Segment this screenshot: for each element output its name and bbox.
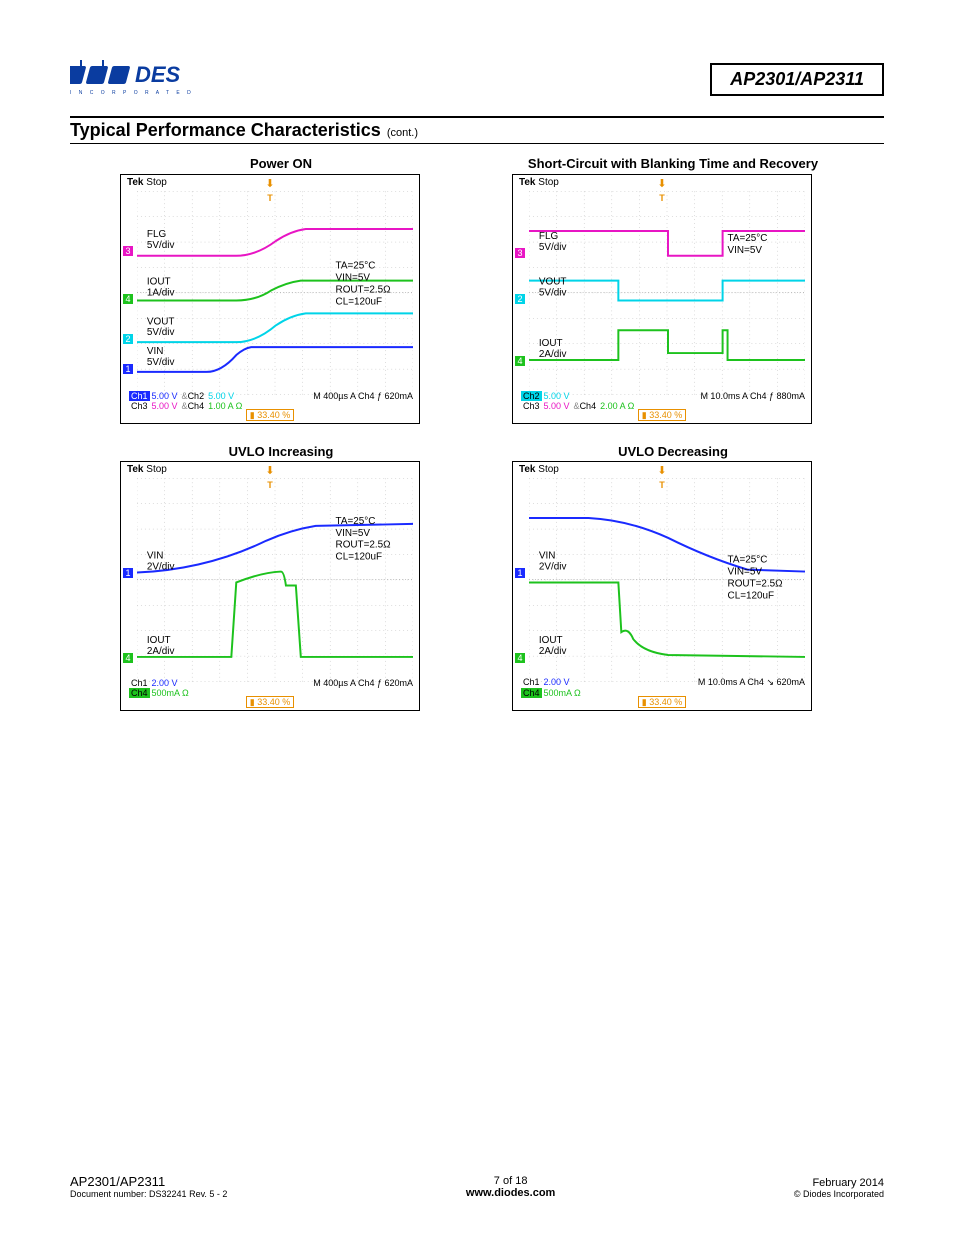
svg-text:IOUT: IOUT <box>147 276 171 287</box>
svg-text:VIN=5V: VIN=5V <box>728 567 763 578</box>
svg-text:TA=25°C: TA=25°C <box>336 260 376 271</box>
svg-text:ROUT=2.5Ω: ROUT=2.5Ω <box>728 579 783 590</box>
svg-text:5V/div: 5V/div <box>147 327 175 338</box>
svg-text:IOUT: IOUT <box>147 635 171 646</box>
svg-text:VIN=5V: VIN=5V <box>336 528 371 539</box>
tek-status: Tek Stop <box>519 177 559 188</box>
scope-readout: Ch2 5.00 V M 10.0ms A Ch4 ƒ 880mA <box>521 391 805 401</box>
scope-display: Tek Stop⬇T14VIN2V/divIOUT2A/divTA=25°CVI… <box>120 461 420 711</box>
svg-text:2V/div: 2V/div <box>147 562 175 573</box>
scope-chart: Power ONTek Stop⬇T3421FLG5V/divIOUT1A/di… <box>120 156 442 424</box>
tek-status: Tek Stop <box>127 464 167 475</box>
svg-text:VIN: VIN <box>147 551 164 562</box>
scope-chart: UVLO DecreasingTek Stop⬇T14VIN2V/divIOUT… <box>512 444 834 712</box>
svg-text:VIN=5V: VIN=5V <box>336 272 371 283</box>
chart-title: UVLO Decreasing <box>512 444 834 460</box>
svg-text:TA=25°C: TA=25°C <box>728 232 768 243</box>
section-header: Typical Performance Characteristics (con… <box>70 116 884 144</box>
svg-text:CL=120uF: CL=120uF <box>336 296 383 307</box>
svg-text:VIN: VIN <box>147 346 164 357</box>
footer-mid: 7 of 18 www.diodes.com <box>466 1175 555 1199</box>
page-header: DES I N C O R P O R A T E D AP2301/AP231… <box>70 60 884 98</box>
svg-text:2A/div: 2A/div <box>539 646 567 657</box>
tek-status: Tek Stop <box>519 464 559 475</box>
svg-text:VOUT: VOUT <box>539 276 567 287</box>
svg-text:5V/div: 5V/div <box>539 241 567 252</box>
svg-text:1A/div: 1A/div <box>147 287 175 298</box>
diodes-logo: DES I N C O R P O R A T E D <box>70 60 225 98</box>
svg-text:DES: DES <box>135 62 181 87</box>
scope-readout: Ch1 5.00 V &Ch2 5.00 V M 400µs A Ch4 ƒ 6… <box>129 391 413 401</box>
scope-readout: Ch1 2.00 V M 400µs A Ch4 ƒ 620mA <box>129 678 413 688</box>
svg-text:2A/div: 2A/div <box>539 349 567 360</box>
svg-text:CL=120uF: CL=120uF <box>728 591 775 602</box>
svg-text:2V/div: 2V/div <box>539 562 567 573</box>
svg-text:ROUT=2.5Ω: ROUT=2.5Ω <box>336 540 391 551</box>
section-cont: (cont.) <box>387 127 418 139</box>
page-footer: AP2301/AP2311 Document number: DS32241 R… <box>70 1174 884 1199</box>
part-number-box: AP2301/AP2311 <box>710 63 884 96</box>
svg-text:CL=120uF: CL=120uF <box>336 552 383 563</box>
svg-text:5V/div: 5V/div <box>147 239 175 250</box>
scope-chart: Short-Circuit with Blanking Time and Rec… <box>512 156 834 424</box>
svg-text:I N C O R P O R A T E D: I N C O R P O R A T E D <box>70 90 194 96</box>
svg-text:FLG: FLG <box>147 229 166 240</box>
footer-left: AP2301/AP2311 Document number: DS32241 R… <box>70 1174 227 1199</box>
svg-text:VIN: VIN <box>539 551 556 562</box>
scope-display: Tek Stop⬇T3421FLG5V/divIOUT1A/divVOUT5V/… <box>120 174 420 424</box>
svg-text:5V/div: 5V/div <box>539 287 567 298</box>
svg-text:IOUT: IOUT <box>539 635 563 646</box>
tek-status: Tek Stop <box>127 177 167 188</box>
svg-text:VOUT: VOUT <box>147 316 175 327</box>
svg-text:FLG: FLG <box>539 230 558 241</box>
scope-display: Tek Stop⬇T324FLG5V/divVOUT5V/divIOUT2A/d… <box>512 174 812 424</box>
chart-title: Power ON <box>120 156 442 172</box>
svg-text:TA=25°C: TA=25°C <box>728 555 768 566</box>
svg-text:TA=25°C: TA=25°C <box>336 516 376 527</box>
footer-right: February 2014 © Diodes Incorporated <box>794 1177 884 1199</box>
scope-chart: UVLO IncreasingTek Stop⬇T14VIN2V/divIOUT… <box>120 444 442 712</box>
charts-grid: Power ONTek Stop⬇T3421FLG5V/divIOUT1A/di… <box>70 156 884 711</box>
section-title: Typical Performance Characteristics <box>70 120 381 141</box>
scope-readout: Ch1 2.00 V M 10.0ms A Ch4 ↘ 620mA <box>521 677 805 688</box>
svg-text:ROUT=2.5Ω: ROUT=2.5Ω <box>336 284 391 295</box>
svg-text:IOUT: IOUT <box>539 338 563 349</box>
svg-text:VIN=5V: VIN=5V <box>728 244 763 255</box>
svg-text:2A/div: 2A/div <box>147 646 175 657</box>
svg-text:5V/div: 5V/div <box>147 357 175 368</box>
chart-title: UVLO Increasing <box>120 444 442 460</box>
chart-title: Short-Circuit with Blanking Time and Rec… <box>512 156 834 172</box>
scope-display: Tek Stop⬇T14VIN2V/divIOUT2A/divTA=25°CVI… <box>512 461 812 711</box>
